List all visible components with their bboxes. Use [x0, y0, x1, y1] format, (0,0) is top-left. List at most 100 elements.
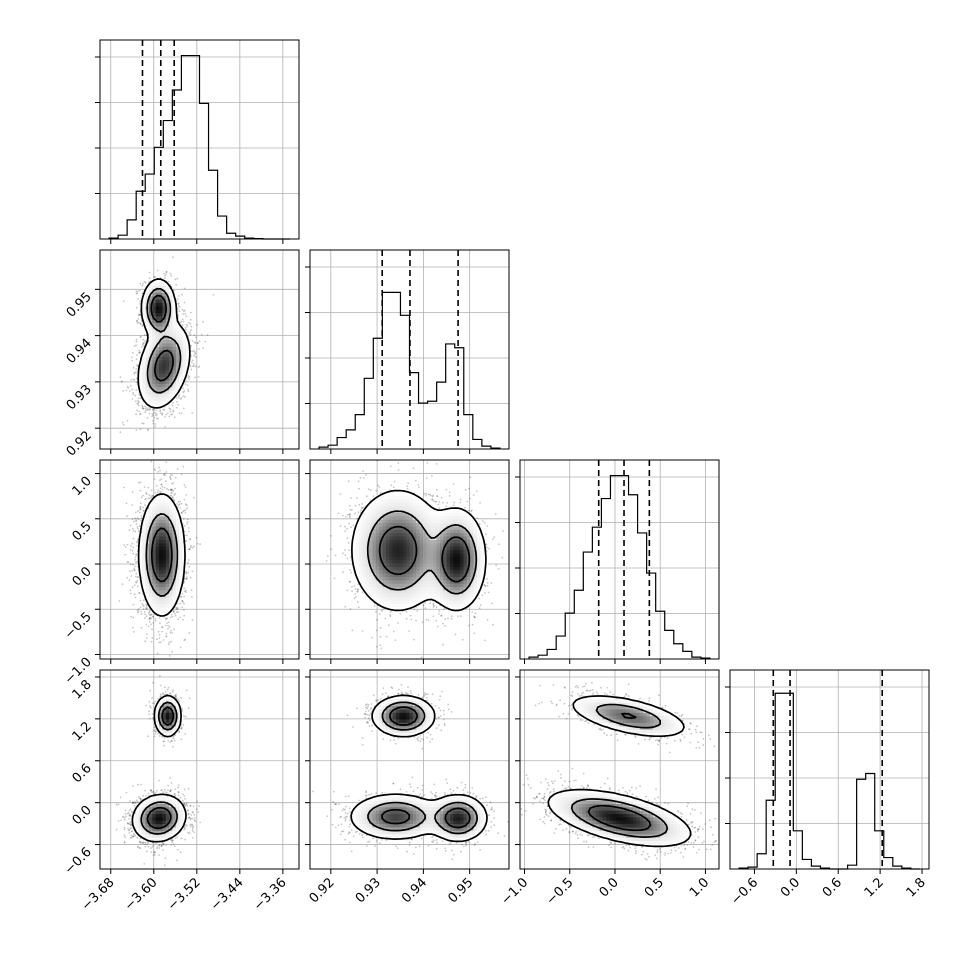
scatter-point	[165, 617, 168, 620]
density-cell	[138, 369, 143, 374]
density-cell	[152, 363, 157, 367]
scatter-point	[182, 391, 185, 394]
scatter-point	[138, 525, 141, 527]
scatter-point	[129, 524, 132, 527]
density-cell	[155, 346, 160, 351]
density-cell	[172, 393, 177, 398]
density-cell	[172, 309, 177, 313]
scatter-point	[174, 476, 177, 479]
scatter-point	[154, 275, 157, 278]
scatter-point	[172, 409, 174, 412]
scatter-point	[141, 422, 144, 425]
pair-panel-3-1: −1.0−0.50.00.51.0	[62, 459, 300, 688]
density-cell	[159, 325, 163, 330]
scatter-point	[202, 320, 204, 323]
scatter-point	[143, 334, 146, 336]
density-cell	[169, 332, 174, 337]
scatter-point	[187, 527, 190, 529]
density-cell	[172, 366, 177, 371]
density-cell	[142, 356, 147, 361]
density-cell	[145, 379, 150, 384]
scatter-point	[137, 321, 140, 324]
scatter-point	[174, 278, 177, 281]
scatter-point	[196, 542, 199, 545]
density-cell	[159, 383, 163, 388]
density-cell	[148, 319, 153, 324]
scatter-point	[158, 466, 160, 469]
density-cell	[162, 359, 167, 364]
scatter-point	[184, 313, 187, 315]
density-cell	[172, 315, 177, 320]
density-cell	[165, 305, 170, 310]
density-cell	[152, 336, 157, 340]
scatter-point	[187, 375, 190, 377]
scatter-point	[156, 652, 159, 655]
density-cell	[172, 376, 177, 381]
density-cell	[148, 329, 153, 334]
scatter-point	[126, 543, 129, 546]
density-cell	[165, 352, 170, 357]
scatter-point	[145, 637, 148, 639]
contour-level-1	[137, 278, 191, 409]
density-cell	[145, 383, 150, 388]
density-cell	[165, 342, 170, 347]
density-cell	[179, 339, 184, 344]
scatter-point	[188, 565, 191, 568]
scatter-point	[172, 401, 174, 404]
scatter-point	[136, 320, 138, 323]
scatter-point	[132, 563, 134, 566]
scatter-point	[183, 530, 186, 533]
scatter-point	[190, 354, 193, 357]
density-cell	[155, 325, 160, 330]
scatter-point	[166, 412, 169, 415]
scatter-point	[191, 570, 194, 573]
density-cell	[148, 373, 153, 378]
scatter-point	[165, 271, 168, 274]
density-cell	[155, 322, 160, 327]
scatter-point	[132, 603, 135, 606]
density-cell	[155, 352, 160, 357]
scatter-point	[126, 385, 129, 388]
scatter-point	[177, 308, 179, 310]
density-cell	[175, 322, 180, 327]
scatter-point	[135, 306, 138, 309]
scatter-point	[188, 376, 191, 378]
density-cell	[155, 292, 160, 297]
scatter-point	[159, 469, 161, 472]
scatter-point	[155, 417, 158, 420]
scatter-point	[193, 334, 196, 336]
scatter-point	[160, 491, 163, 493]
density-cell	[165, 285, 170, 290]
scatter-point	[137, 530, 140, 533]
scatter-point	[136, 364, 138, 367]
density-cell	[175, 373, 180, 378]
density-cell	[152, 292, 157, 297]
scatter-point	[189, 537, 191, 540]
scatter-point	[133, 371, 136, 374]
density-cell	[172, 336, 177, 340]
scatter-point	[138, 410, 140, 413]
scatter-point	[174, 487, 177, 490]
density-cell	[179, 342, 184, 347]
scatter-point	[154, 423, 157, 425]
scatter-point	[183, 602, 186, 605]
scatter-point	[192, 365, 194, 368]
scatter-point	[154, 414, 157, 417]
density-cell	[159, 396, 163, 401]
scatter-point	[154, 620, 157, 622]
scatter-point	[192, 365, 195, 367]
density-cell	[165, 356, 170, 361]
density-cell	[179, 369, 184, 374]
density-cell	[162, 369, 167, 374]
scatter-point	[142, 342, 145, 345]
scatter-point	[136, 544, 139, 547]
scatter-point	[139, 502, 142, 505]
density-cell	[159, 298, 163, 303]
density-cell	[182, 332, 187, 337]
scatter-point	[146, 633, 148, 636]
density-cell	[142, 309, 147, 313]
scatter-point	[194, 353, 197, 355]
density-cell	[145, 352, 150, 357]
density-cell	[169, 325, 174, 330]
scatter-point	[136, 541, 139, 544]
